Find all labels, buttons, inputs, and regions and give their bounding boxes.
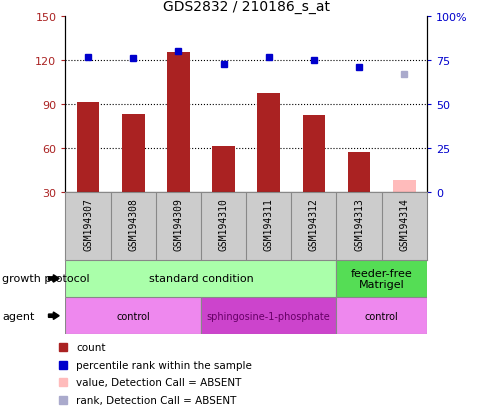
Text: percentile rank within the sample: percentile rank within the sample (76, 360, 252, 370)
Bar (336, 297, 426, 335)
Text: rank, Detection Call = ABSENT: rank, Detection Call = ABSENT (76, 395, 236, 405)
Bar (212, 147, 234, 192)
Bar (347, 152, 370, 192)
Text: agent: agent (2, 311, 35, 321)
Text: sphingosine-1-phosphate: sphingosine-1-phosphate (206, 311, 330, 321)
Bar (392, 180, 415, 192)
Text: feeder-free
Matrigel: feeder-free Matrigel (350, 268, 412, 290)
Text: GSM194314: GSM194314 (398, 197, 408, 250)
Text: GSM194311: GSM194311 (263, 197, 273, 250)
Text: GSM194310: GSM194310 (218, 197, 228, 250)
Text: GSM194307: GSM194307 (83, 197, 93, 250)
Bar (257, 94, 279, 192)
Bar (167, 53, 189, 192)
Bar (76, 103, 99, 192)
Bar (65, 297, 200, 335)
Bar (121, 114, 144, 192)
Text: growth protocol: growth protocol (2, 274, 90, 284)
Text: value, Detection Call = ABSENT: value, Detection Call = ABSENT (76, 377, 241, 387)
Bar (200, 297, 336, 335)
Bar (65, 260, 336, 297)
Bar (336, 260, 426, 297)
Text: control: control (364, 311, 398, 321)
Text: control: control (116, 311, 150, 321)
Text: standard condition: standard condition (148, 274, 253, 284)
Title: GDS2832 / 210186_s_at: GDS2832 / 210186_s_at (162, 0, 329, 14)
Text: GSM194313: GSM194313 (353, 197, 363, 250)
Text: GSM194312: GSM194312 (308, 197, 318, 250)
Text: GSM194308: GSM194308 (128, 197, 138, 250)
Bar (302, 116, 324, 192)
Text: count: count (76, 342, 106, 352)
Text: GSM194309: GSM194309 (173, 197, 183, 250)
